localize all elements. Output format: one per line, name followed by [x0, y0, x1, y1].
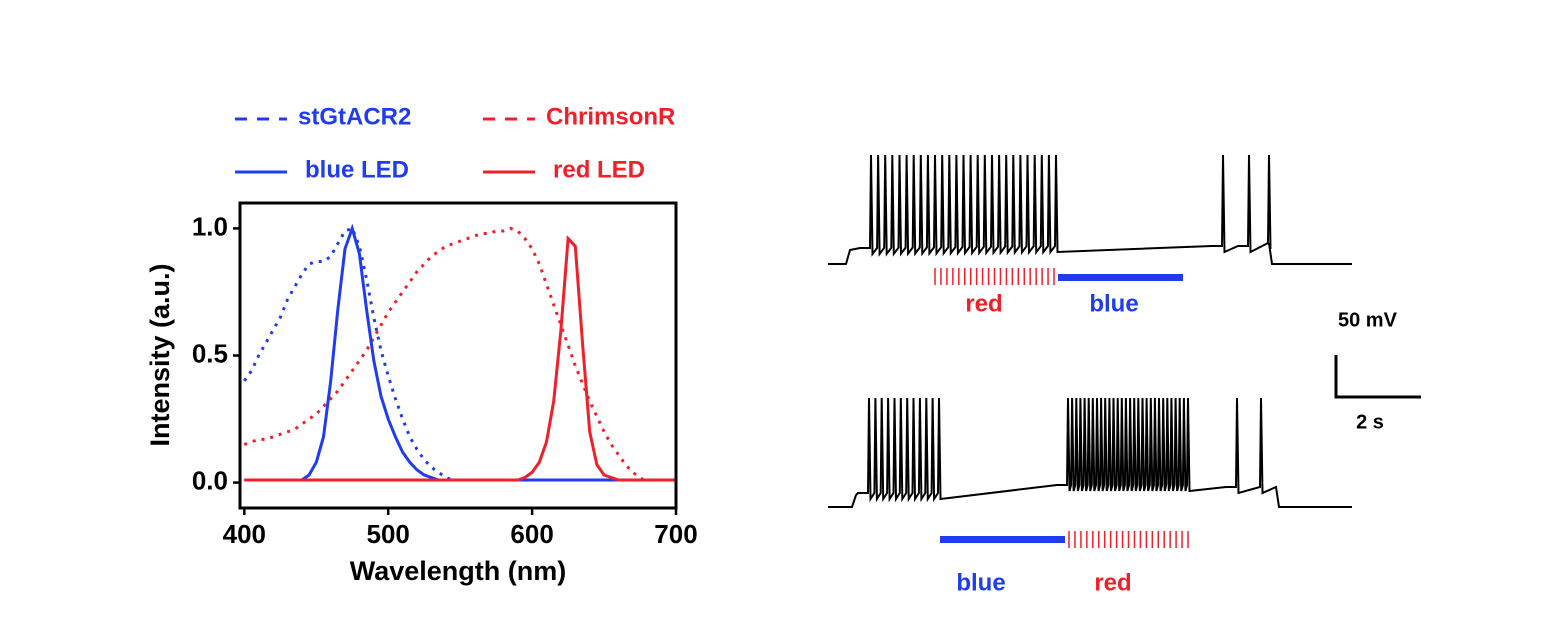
x-tick-label: 400 — [223, 519, 266, 549]
stim-label: red — [965, 290, 1002, 317]
x-tick-label: 700 — [654, 519, 697, 549]
scale-label: 2 s — [1356, 411, 1384, 433]
legend-label: stGtACR2 — [298, 103, 411, 130]
stim-label: red — [1094, 569, 1131, 596]
legend-label: ChrimsonR — [546, 103, 675, 130]
voltage-trace — [828, 397, 1352, 508]
series-line — [243, 226, 649, 484]
stim-bar — [1058, 274, 1183, 281]
y-tick-label: 0.0 — [192, 465, 228, 495]
scale-label: 50 mV — [1338, 309, 1398, 331]
series-line — [244, 235, 676, 482]
y-tick-label: 0.5 — [192, 338, 228, 368]
stim-label: blue — [956, 569, 1005, 596]
x-axis-label: Wavelength (nm) — [350, 556, 567, 586]
voltage-trace — [828, 154, 1352, 265]
plot-frame — [238, 201, 678, 510]
legend-label: blue LED — [305, 156, 409, 183]
y-axis-label: Intensity (a.u.) — [145, 263, 175, 446]
stim-label: blue — [1089, 290, 1138, 317]
legend-label: red LED — [553, 156, 645, 183]
x-tick-label: 500 — [367, 519, 410, 549]
series-line — [244, 223, 676, 482]
x-tick-label: 600 — [510, 519, 553, 549]
scale-bar — [1334, 355, 1421, 399]
series-line — [243, 226, 454, 482]
stim-bar — [940, 536, 1065, 543]
y-tick-label: 1.0 — [192, 211, 228, 241]
